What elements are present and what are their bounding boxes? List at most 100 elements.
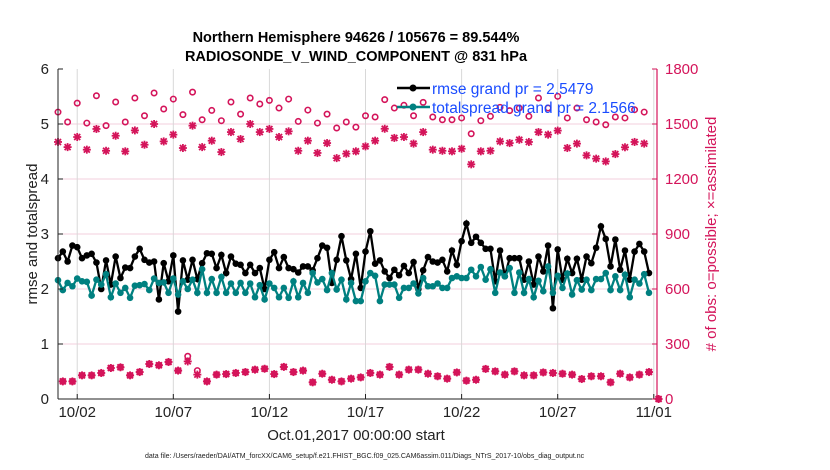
- legend-totalspread-marker: [409, 103, 417, 111]
- data-point: [583, 276, 590, 283]
- data-point-assimilated: [505, 139, 514, 148]
- asterisk-stroke: [573, 139, 581, 148]
- asterisk-stroke: [184, 357, 192, 366]
- data-point: [150, 275, 158, 282]
- data-point: [275, 264, 283, 272]
- data-point-assimilated: [121, 147, 130, 156]
- data-point: [386, 274, 393, 282]
- data-point: [184, 285, 192, 293]
- data-point: [391, 266, 398, 274]
- data-point-possible: [131, 94, 139, 102]
- asterisk-stroke: [626, 373, 634, 382]
- data-point-possible: [102, 122, 110, 130]
- data-point-possible: [640, 108, 648, 116]
- data-point: [294, 269, 302, 276]
- data-point-assimilated: [279, 362, 288, 371]
- data-point: [126, 264, 134, 272]
- data-point: [367, 227, 374, 235]
- data-point: [482, 245, 489, 253]
- data-point-possible: [438, 116, 446, 124]
- axes: 10/02 10/07 10/12 10/17 10/22 10/27 11/0101234…: [41, 61, 699, 421]
- data-point: [405, 269, 413, 277]
- data-point: [270, 284, 278, 292]
- data-point-assimilated: [423, 369, 432, 378]
- data-point-possible: [275, 104, 283, 112]
- asterisk-stroke: [347, 375, 355, 383]
- data-point-assimilated: [58, 377, 67, 386]
- asterisk-stroke: [63, 143, 72, 151]
- asterisk-stroke: [121, 147, 129, 155]
- asterisk-stroke: [357, 373, 365, 382]
- data-point: [602, 269, 610, 277]
- asterisk-stroke: [438, 147, 447, 155]
- asterisk-stroke: [59, 377, 67, 386]
- data-point: [472, 233, 480, 241]
- asterisk-stroke: [140, 141, 149, 149]
- data-point-possible: [169, 95, 177, 103]
- data-point: [453, 261, 461, 269]
- data-point: [218, 251, 225, 259]
- asterisk-stroke: [241, 368, 250, 376]
- data-point: [280, 253, 288, 261]
- asterisk-stroke: [222, 370, 230, 378]
- data-point: [333, 286, 340, 293]
- data-point-possible: [352, 123, 360, 131]
- data-point: [208, 275, 216, 283]
- y-tick-label: 4: [41, 171, 49, 188]
- data-point-possible: [381, 96, 389, 104]
- asterisk-stroke: [544, 130, 552, 139]
- data-point-assimilated: [635, 370, 644, 379]
- data-point: [419, 267, 427, 274]
- data-point: [318, 275, 326, 283]
- data-point: [496, 269, 504, 276]
- data-point: [198, 259, 206, 267]
- asterisk-stroke: [309, 378, 317, 386]
- data-point: [487, 265, 494, 273]
- data-point: [424, 253, 432, 261]
- data-point: [285, 294, 292, 302]
- data-point: [621, 247, 629, 254]
- data-point: [554, 246, 562, 253]
- data-point-assimilated: [500, 370, 509, 379]
- data-point: [448, 247, 456, 254]
- asterisk-stroke: [582, 151, 591, 159]
- data-point-assimilated: [414, 365, 423, 374]
- data-point-possible: [73, 99, 81, 107]
- asterisk-stroke: [328, 376, 336, 384]
- asterisk-stroke: [280, 363, 288, 371]
- data-point-possible: [410, 112, 418, 120]
- asterisk-stroke: [323, 139, 331, 147]
- data-point-assimilated: [592, 154, 601, 163]
- asterisk-stroke: [501, 370, 509, 379]
- right-y-tick-label: 300: [665, 336, 690, 353]
- asterisk-stroke: [174, 366, 182, 375]
- data-point: [165, 289, 172, 297]
- data-point: [554, 272, 562, 280]
- asterisk-stroke: [92, 125, 101, 133]
- data-point: [636, 280, 643, 287]
- asterisk-stroke: [530, 371, 538, 379]
- data-point-assimilated: [342, 149, 351, 158]
- data-point-possible: [544, 104, 552, 112]
- data-point: [405, 284, 413, 292]
- data-point: [333, 256, 340, 264]
- x-tick-label: 10/12: [251, 404, 289, 421]
- x-tick-label: 10/02: [58, 404, 96, 421]
- data-point: [511, 254, 518, 262]
- asterisk-stroke: [236, 135, 245, 143]
- asterisk-stroke: [409, 139, 418, 148]
- data-point-assimilated: [572, 139, 581, 148]
- data-point-assimilated: [438, 146, 447, 155]
- data-point: [616, 286, 624, 294]
- data-point: [242, 289, 249, 297]
- data-point: [573, 276, 581, 284]
- asterisk-stroke: [97, 369, 105, 377]
- data-point: [544, 263, 552, 270]
- data-point: [463, 220, 470, 227]
- asterisk-stroke: [126, 371, 134, 379]
- asterisk-stroke: [510, 367, 519, 375]
- data-point: [386, 281, 393, 288]
- data-point: [64, 258, 71, 265]
- data-point: [559, 284, 566, 292]
- data-point: [588, 286, 595, 294]
